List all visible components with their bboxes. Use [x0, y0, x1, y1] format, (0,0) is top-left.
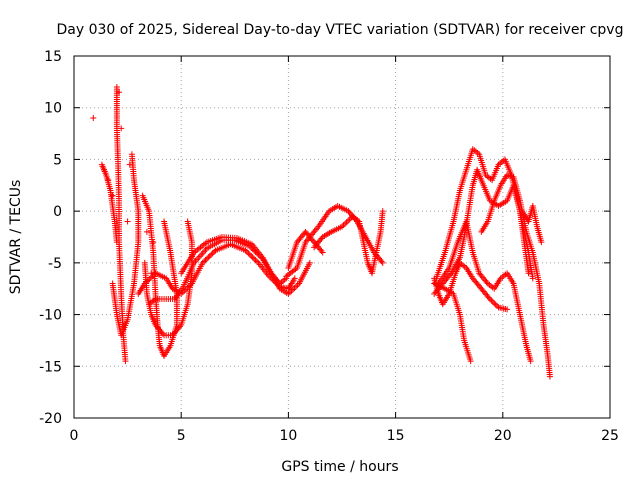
y-tick-label: -20	[39, 411, 62, 427]
y-tick-label: -5	[48, 256, 62, 272]
data-point-arc-k	[379, 208, 386, 215]
data-point-arc-m	[447, 271, 454, 278]
data-point-arc-k	[345, 217, 352, 224]
data-point-arc-o	[488, 297, 495, 304]
x-axis-label: GPS time / hours	[281, 459, 398, 475]
x-tick-label: 10	[279, 428, 297, 444]
data-point-arc-k	[318, 235, 325, 242]
data-point-arc-f	[211, 248, 218, 255]
data-point-arc-h	[306, 259, 313, 266]
data-point-arc-f	[205, 254, 212, 261]
data-point-arc-f	[245, 250, 252, 257]
x-tick-label: 15	[387, 428, 405, 444]
data-point-arc-a	[113, 84, 120, 91]
data-point-isolated	[109, 192, 116, 199]
data-point-arc-p	[483, 279, 490, 286]
data-point-arc-f	[199, 259, 206, 266]
data-point-arc-f	[242, 247, 249, 254]
data-point-isolated	[150, 239, 157, 246]
data-point-arc-f	[246, 251, 253, 258]
data-point-arc-h	[286, 289, 293, 296]
data-point-arc-f	[248, 252, 255, 259]
data-point-arc-f	[202, 257, 209, 264]
data-points	[90, 84, 553, 380]
data-point-arc-o	[494, 302, 501, 309]
data-point-arc-h	[293, 283, 300, 290]
data-point-arc-n	[529, 275, 536, 282]
data-point-arc-f	[208, 251, 215, 258]
data-point-isolated	[124, 218, 131, 225]
y-axis-label: SDTVAR / TECUs	[8, 180, 24, 295]
data-point-arc-l	[467, 358, 474, 365]
data-point-arc-o	[504, 306, 511, 313]
data-point-arc-e	[184, 218, 191, 225]
data-point-arc-j	[378, 258, 385, 265]
data-point-arc-f	[252, 257, 259, 264]
grid-lines	[74, 56, 610, 418]
data-point-arc-c	[128, 151, 135, 158]
data-point-arc-j	[379, 259, 386, 266]
y-tick-label: 0	[53, 204, 62, 220]
data-point-arc-d	[161, 218, 168, 225]
data-point-arc-f	[253, 258, 260, 265]
x-tick-label: 0	[70, 428, 79, 444]
data-point-isolated	[101, 166, 108, 173]
x-tick-label: 25	[601, 428, 619, 444]
data-point-arc-e	[159, 330, 166, 337]
y-tick-label: -15	[39, 359, 62, 375]
data-point-arc-f	[201, 258, 208, 265]
data-point-arc-r	[538, 239, 545, 246]
data-point-arc-o	[489, 298, 496, 305]
data-point-arc-i	[319, 249, 326, 256]
plot-frame	[73, 55, 611, 419]
data-point-arc-b	[113, 239, 120, 246]
data-point-arc-i	[318, 248, 325, 255]
data-point-arc-o	[486, 296, 493, 303]
y-tick-label: 10	[44, 101, 62, 117]
data-point-arc-f	[251, 255, 258, 262]
data-point-arc-f	[206, 252, 213, 259]
data-point-isolated	[143, 228, 150, 235]
data-point-isolated	[126, 161, 133, 168]
data-point-isolated	[148, 270, 155, 277]
data-point-arc-f	[203, 255, 210, 262]
chart-title: Day 030 of 2025, Sidereal Day-to-day VTE…	[57, 22, 624, 38]
y-tick-label: 15	[44, 49, 62, 65]
data-point-isolated	[118, 125, 125, 132]
y-tick-label: 5	[53, 152, 62, 168]
data-point-arc-f	[209, 250, 216, 257]
data-point-arc-o	[491, 300, 498, 307]
data-point-arc-q	[546, 373, 553, 380]
y-tick-label: -10	[39, 308, 62, 324]
data-point-isolated	[116, 89, 123, 96]
data-point-arc-o	[485, 294, 492, 301]
data-point-arc-p	[527, 358, 534, 365]
data-point-arc-f	[249, 254, 256, 261]
data-point-arc-h	[291, 284, 298, 291]
x-tick-label: 5	[177, 428, 186, 444]
data-point-arc-k	[343, 219, 350, 226]
data-point-arc-k	[342, 220, 349, 227]
x-tick-label: 20	[494, 428, 512, 444]
data-point-arc-o	[492, 301, 499, 308]
data-point-arc-f	[291, 275, 298, 282]
data-point-arc-m	[525, 270, 532, 277]
data-point-isolated	[90, 115, 97, 122]
data-point-arc-f	[243, 248, 250, 255]
axis-ticks: 0 5 10 15 20 25 -20 -15 -10 -5 0 5 10 15	[39, 49, 619, 444]
data-point-isolated	[105, 177, 112, 184]
data-point-arc-f	[143, 279, 150, 286]
data-point-arc-e	[176, 323, 183, 330]
